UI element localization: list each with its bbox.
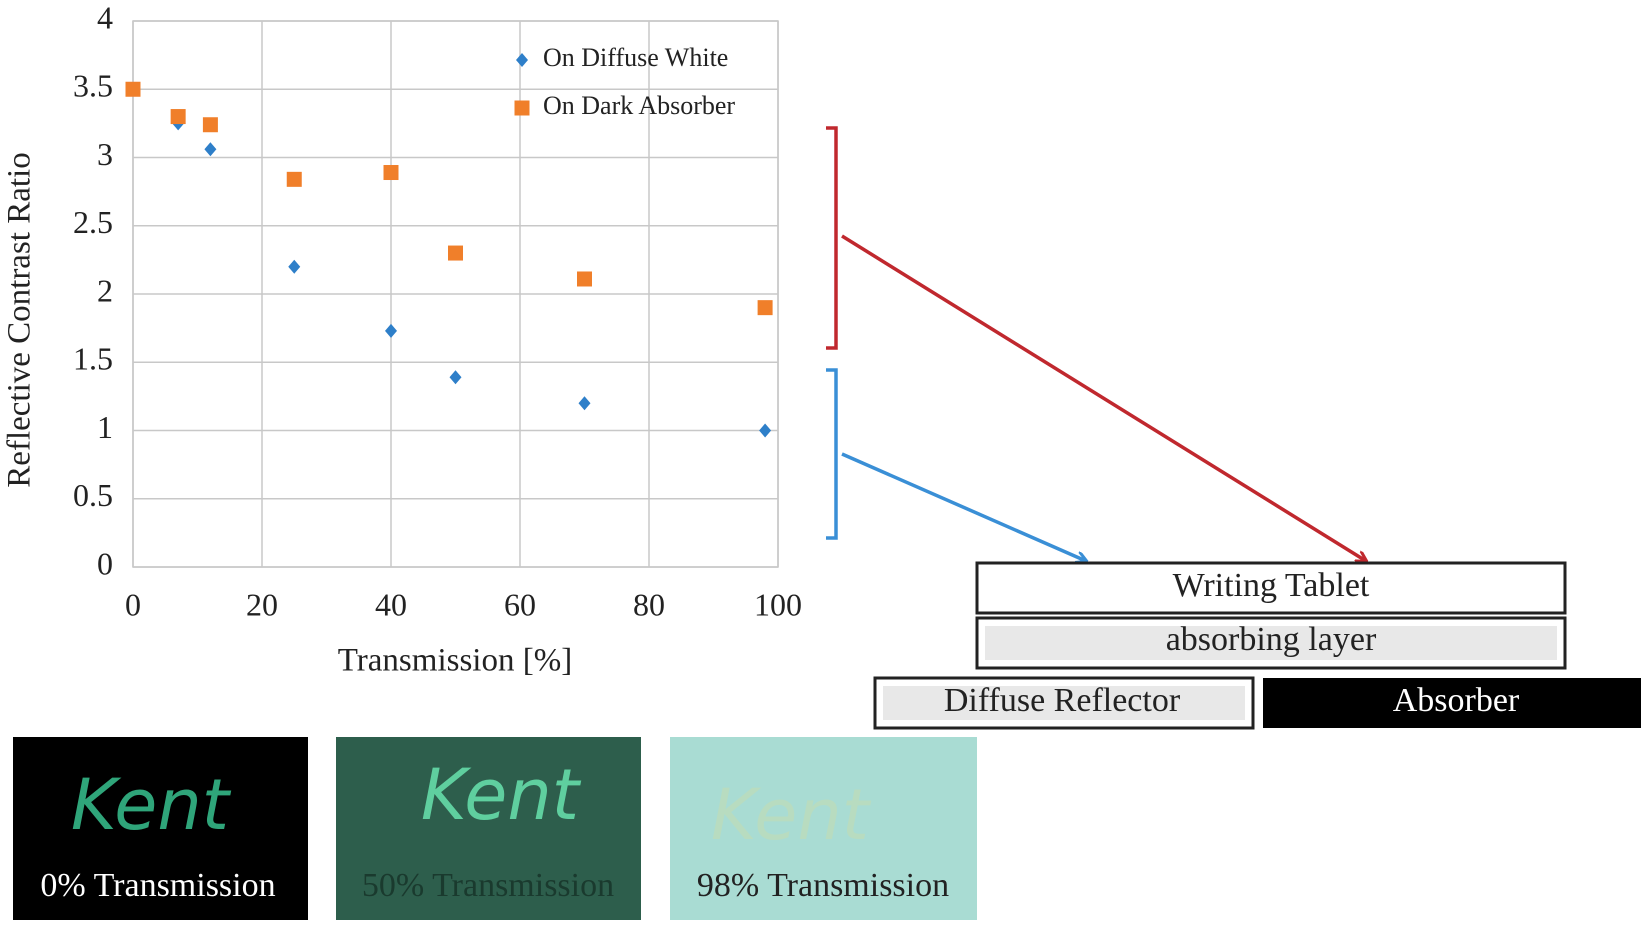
y-tick-label: 1 <box>97 409 113 445</box>
point <box>286 171 302 187</box>
y-tick-label: 0.5 <box>73 477 113 513</box>
x-tick-label: 0 <box>125 586 141 622</box>
layer-label: absorbing layer <box>1166 621 1377 658</box>
legend-label: On Dark Absorber <box>543 91 735 120</box>
y-tick-label: 1.5 <box>73 341 113 377</box>
absorber-box <box>1263 678 1641 728</box>
photo-caption: 0% Transmission <box>40 867 275 904</box>
photos: Kent 0% Transmission Kent 50% Transmissi… <box>13 737 977 920</box>
legend-marker <box>514 100 530 116</box>
photo <box>13 737 308 920</box>
point <box>202 117 218 133</box>
x-axis-title: Transmission [%] <box>338 643 572 679</box>
point <box>759 423 772 438</box>
y-tick-label: 3 <box>97 136 113 172</box>
point <box>385 323 397 338</box>
point <box>288 259 301 274</box>
photo-caption: 98% Transmission <box>697 867 949 904</box>
photo <box>336 737 641 920</box>
point <box>757 300 773 316</box>
tablet-box <box>975 561 1567 615</box>
y-tick-label: 3.5 <box>73 68 113 104</box>
point <box>170 109 186 125</box>
point <box>448 245 463 261</box>
tablet-label: Writing Tablet <box>1173 567 1370 604</box>
absorber-label: Absorber <box>1393 682 1520 719</box>
handwriting: Kent <box>71 764 232 846</box>
y-tick-label: 2 <box>97 272 113 308</box>
point <box>125 81 141 97</box>
x-tick-label: 20 <box>246 586 278 622</box>
y-tick-label: 4 <box>97 0 113 35</box>
legend-label: On Diffuse White <box>543 43 728 72</box>
y-tick-label: 0 <box>97 545 113 581</box>
legend-marker <box>516 53 528 67</box>
point <box>204 142 217 157</box>
x-tick-label: 60 <box>504 586 536 622</box>
y-tick-label: 2.5 <box>73 204 113 240</box>
scatter-chart: Transmission [%] Reflective Contrast Rat… <box>2 0 802 679</box>
blue-arrow <box>841 452 1086 561</box>
reflector-fill <box>883 686 1245 720</box>
handwriting: Kent <box>421 754 582 836</box>
reflector-label: Diffuse Reflector <box>944 682 1181 719</box>
point <box>578 396 591 411</box>
point <box>383 165 399 181</box>
red-bracket <box>826 126 838 350</box>
photo <box>670 737 977 920</box>
x-tick-label: 40 <box>375 586 407 622</box>
point <box>449 370 462 385</box>
x-tick-label: 100 <box>754 586 802 622</box>
handwriting: Kent <box>711 774 872 856</box>
photo-caption: 50% Transmission <box>362 867 614 904</box>
layer-fill <box>985 626 1557 660</box>
red-arrow <box>841 234 1366 561</box>
point <box>577 271 592 287</box>
y-axis-title: Reflective Contrast Ratio <box>2 152 38 487</box>
x-tick-label: 80 <box>633 586 665 622</box>
layer-diagram: Writing Tablet absorbing layer Diffuse R… <box>873 561 1641 730</box>
blue-bracket <box>826 368 838 540</box>
